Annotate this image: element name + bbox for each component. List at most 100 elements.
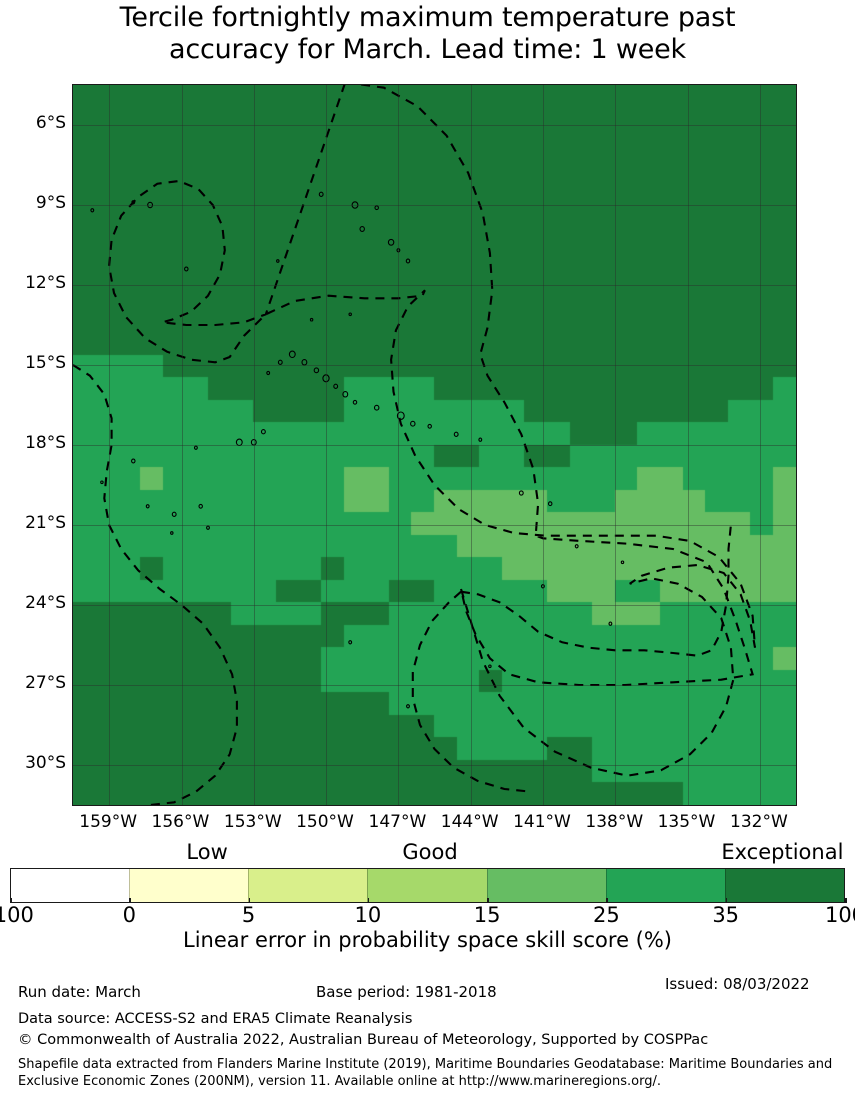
colorbar-tick-mark bbox=[725, 898, 728, 903]
colorbar-tick-mark bbox=[129, 898, 131, 903]
island-shape bbox=[206, 525, 210, 530]
island-shape bbox=[405, 258, 411, 264]
colorbar-segment-4[interactable] bbox=[486, 869, 606, 902]
colorbar-tick-label: 5 bbox=[241, 903, 256, 927]
gridline-horizontal bbox=[73, 525, 796, 526]
gridline-vertical bbox=[542, 85, 544, 805]
colorbar-segment-1[interactable] bbox=[129, 869, 249, 902]
latitude-tick-label: 27°S bbox=[25, 673, 66, 693]
metadata-row: Run date: March Base period: 1981-2018 I… bbox=[0, 975, 855, 1022]
colorbar-tick-mark bbox=[845, 898, 847, 903]
gridline-horizontal bbox=[73, 125, 796, 126]
island-shape bbox=[373, 404, 380, 411]
page-title: Tercile fortnightly maximum temperature … bbox=[0, 2, 855, 66]
colorbar-category-labels: Low Good Exceptional bbox=[0, 840, 855, 866]
gridline-vertical bbox=[687, 85, 689, 805]
gridline-vertical bbox=[181, 85, 183, 805]
latitude-tick-label: 9°S bbox=[35, 193, 66, 213]
island-shape bbox=[266, 370, 271, 376]
gridline-vertical bbox=[326, 85, 327, 805]
issued-date: Issued: 08/03/2022 bbox=[665, 975, 810, 993]
island-shape bbox=[352, 399, 358, 405]
colorbar-category-exceptional: Exceptional bbox=[721, 840, 844, 864]
eez-boundary-dashed bbox=[73, 85, 757, 805]
colorbar-segment-0[interactable] bbox=[11, 869, 130, 902]
longitude-tick-label: 135°W bbox=[657, 812, 716, 832]
island-shape bbox=[198, 503, 203, 509]
island-shape bbox=[260, 429, 266, 435]
island-shape bbox=[318, 191, 324, 197]
island-shape bbox=[235, 438, 243, 447]
island-shape bbox=[396, 248, 401, 253]
island-shape bbox=[427, 423, 432, 429]
title-line-1: Tercile fortnightly maximum temperature … bbox=[119, 2, 736, 33]
gridline-horizontal bbox=[73, 285, 796, 286]
island-coastlines bbox=[90, 191, 625, 709]
colorbar-tick-label: 0 bbox=[122, 903, 136, 927]
shapefile-note: Shapefile data extracted from Flanders M… bbox=[18, 1057, 833, 1089]
island-shape bbox=[547, 501, 553, 507]
colorbar[interactable] bbox=[10, 868, 845, 903]
island-shape bbox=[277, 359, 283, 365]
longitude-axis: 159°W 156°W 153°W 150°W 147°W 144°W 141°W 138°W… bbox=[0, 812, 855, 836]
run-date: Run date: March bbox=[18, 983, 141, 1001]
gridline-vertical bbox=[109, 85, 111, 805]
island-shape bbox=[342, 391, 349, 398]
island-shape bbox=[276, 259, 280, 263]
gridline-horizontal bbox=[73, 685, 796, 686]
title-line-2: accuracy for March. Lead time: 1 week bbox=[168, 34, 686, 65]
gridline-vertical bbox=[759, 85, 761, 805]
longitude-tick-label: 147°W bbox=[368, 812, 427, 832]
colorbar-segment-6[interactable] bbox=[724, 869, 844, 902]
map-plot-area[interactable] bbox=[72, 84, 797, 806]
colorbar-tick-label: 100 bbox=[824, 903, 855, 927]
gridline-vertical bbox=[470, 85, 472, 805]
island-shape bbox=[90, 208, 95, 213]
gridline-horizontal bbox=[73, 445, 796, 446]
island-shape bbox=[322, 374, 330, 383]
latitude-axis: 6°S 9°S 12°S 15°S 18°S 21°S 24°S 27°S 30°S bbox=[0, 84, 66, 806]
longitude-tick-label: 153°W bbox=[223, 812, 282, 832]
island-shape bbox=[288, 350, 296, 359]
longitude-tick-label: 138°W bbox=[585, 812, 644, 832]
colorbar-segment-2[interactable] bbox=[248, 869, 368, 902]
colorbar-segment-5[interactable] bbox=[605, 869, 725, 902]
base-period: Base period: 1981-2018 bbox=[316, 983, 497, 1001]
island-shape bbox=[333, 383, 339, 389]
colorbar-tick-label: 10 bbox=[354, 903, 382, 927]
gridline-vertical bbox=[398, 85, 400, 805]
colorbar-tick-mark bbox=[367, 898, 370, 903]
colorbar-tick-label: 25 bbox=[593, 903, 620, 927]
island-shape bbox=[410, 420, 416, 427]
island-shape bbox=[359, 226, 365, 232]
data-source-note: Data source: ACCESS-S2 and ERA5 Climate … bbox=[18, 1011, 413, 1027]
gridline-horizontal bbox=[73, 205, 796, 206]
colorbar-tick-mark bbox=[10, 898, 12, 903]
latitude-tick-label: 21°S bbox=[25, 513, 66, 533]
latitude-tick-label: 24°S bbox=[25, 593, 66, 613]
island-shape bbox=[351, 201, 359, 209]
island-shape bbox=[387, 238, 395, 246]
island-shape bbox=[170, 531, 174, 535]
latitude-tick-label: 18°S bbox=[25, 433, 66, 453]
colorbar-tick-label: 35 bbox=[712, 903, 740, 927]
island-shape bbox=[147, 201, 154, 209]
colorbar-tick-mark bbox=[487, 898, 489, 903]
colorbar-segment-3[interactable] bbox=[367, 869, 487, 902]
colorbar-tick-mark bbox=[606, 898, 608, 903]
island-shape bbox=[453, 431, 459, 437]
longitude-tick-label: 159°W bbox=[79, 812, 138, 832]
island-shape bbox=[313, 367, 320, 374]
latitude-tick-label: 30°S bbox=[25, 753, 66, 773]
gridline-horizontal bbox=[73, 365, 796, 366]
island-shape bbox=[145, 504, 150, 509]
island-shape bbox=[309, 317, 314, 322]
map-gridlines bbox=[73, 85, 796, 805]
island-shape bbox=[540, 584, 545, 589]
latitude-tick-label: 15°S bbox=[25, 353, 66, 373]
island-shape bbox=[184, 266, 189, 272]
copyright-note: © Commonwealth of Australia 2022, Austra… bbox=[18, 1032, 709, 1048]
gridline-vertical bbox=[615, 85, 617, 805]
gridline-horizontal bbox=[73, 605, 796, 606]
latitude-tick-label: 12°S bbox=[25, 273, 66, 293]
